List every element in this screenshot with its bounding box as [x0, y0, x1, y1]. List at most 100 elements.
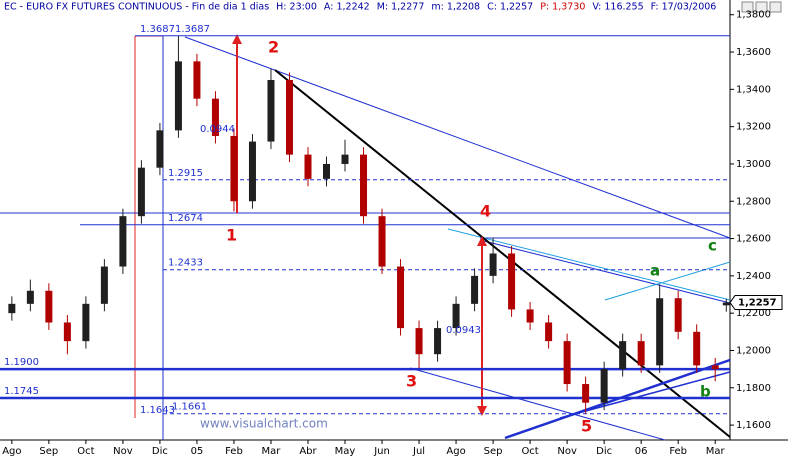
trend-line	[604, 261, 731, 301]
candle-body	[156, 130, 164, 168]
x-tick-label: Sep	[39, 446, 58, 457]
trend-line	[409, 367, 666, 441]
y-tick-label: 1,1600	[736, 420, 771, 431]
x-tick-label: Jul	[412, 446, 425, 457]
candle-body	[452, 303, 460, 329]
candle-body	[211, 98, 219, 136]
x-tick-label: Mar	[706, 446, 726, 457]
y-tick-label: 1,3400	[736, 84, 771, 95]
header-text: EC - EURO FX FUTURES CONTINUOUS - Fin de…	[4, 2, 269, 13]
x-tick-label: Oct	[77, 446, 94, 457]
x-tick-label: 06	[635, 446, 648, 457]
candle-body	[693, 331, 701, 366]
y-tick-label: 1,3000	[736, 159, 771, 170]
level-label: 1.1661	[172, 402, 207, 413]
x-tick-label: Sep	[484, 446, 503, 457]
level-label: 1.3687	[175, 24, 210, 35]
trend-line	[479, 239, 731, 304]
arrow-head	[232, 34, 242, 44]
y-tick-label: 1,3800	[736, 10, 771, 21]
arrow-head	[477, 406, 487, 416]
candle-body	[63, 322, 71, 342]
candle-body	[100, 266, 108, 304]
header-text: A: 1,2242	[324, 2, 370, 13]
candle-body	[323, 163, 331, 179]
window-button[interactable]	[741, 1, 754, 13]
candle-body	[471, 275, 479, 304]
y-tick-label: 1,2200	[736, 308, 771, 319]
candle-body	[119, 216, 127, 267]
candle-body	[378, 216, 386, 267]
level-label: 1.1900	[4, 357, 39, 368]
candle-body	[582, 384, 590, 403]
candle-body	[82, 303, 90, 342]
candle-body	[489, 253, 497, 276]
trend-line	[447, 228, 731, 301]
wave-label: 2	[268, 38, 279, 57]
header-text: H: 23:00	[276, 2, 317, 13]
window-button[interactable]	[769, 1, 782, 13]
candle-body	[722, 302, 730, 306]
x-tick-label: Dic	[596, 446, 612, 457]
window-button[interactable]	[755, 1, 768, 13]
candle-body	[600, 369, 608, 403]
y-tick-label: 1,3600	[736, 47, 771, 58]
candle-body	[397, 266, 405, 329]
y-tick-label: 1,1800	[736, 383, 771, 394]
candle-body	[526, 309, 534, 323]
x-tick-label: 05	[191, 446, 204, 457]
x-tick-label: Feb	[225, 446, 243, 457]
wave-label: b	[700, 383, 711, 401]
candle-body	[656, 298, 664, 366]
candle-body	[174, 61, 182, 131]
level-label: 1.2433	[168, 258, 203, 269]
header-text: V: 116.255	[592, 2, 643, 13]
level-label: 1.2674	[168, 213, 203, 224]
trend-line	[559, 371, 731, 419]
candle-body	[563, 341, 571, 385]
trend-line	[274, 69, 731, 438]
x-tick-label: May	[335, 446, 356, 457]
wave-label: 4	[480, 202, 491, 221]
candle-body	[619, 341, 627, 370]
candle-body	[137, 167, 145, 217]
candle-body	[304, 154, 312, 179]
y-tick-label: 1,2600	[736, 234, 771, 245]
x-tick-label: Nov	[113, 446, 133, 457]
candle-body	[285, 80, 293, 155]
price-pointer	[729, 295, 783, 311]
x-tick-label: Feb	[669, 446, 687, 457]
candle-body	[674, 298, 682, 332]
y-tick-label: 1,2000	[736, 345, 771, 356]
arrow-head	[477, 236, 487, 246]
marks	[0, 35, 730, 415]
candle-body	[341, 154, 349, 164]
header-text: P: 1,3730	[540, 2, 585, 13]
level-label: 1.3687	[140, 24, 175, 35]
x-tick-label: Oct	[521, 446, 538, 457]
header-text: F: 17/03/2006	[651, 2, 717, 13]
candle-body	[26, 290, 34, 304]
candle-body	[230, 135, 238, 202]
candle-body	[415, 328, 423, 355]
y-tick-label: 1,2400	[736, 271, 771, 282]
x-tick-label: Dic	[152, 446, 168, 457]
wave-label: a	[650, 262, 660, 280]
wave-label: 1	[226, 226, 237, 245]
x-tick-label: Jun	[373, 446, 390, 457]
wave-label: 5	[581, 417, 592, 436]
candle-body	[545, 322, 553, 342]
candle-body	[360, 154, 368, 217]
level-label: 1.1643	[140, 405, 175, 416]
candle-body	[193, 61, 201, 99]
y-tick-label: 1,3200	[736, 122, 771, 133]
candle-body	[508, 253, 516, 310]
candle-body	[637, 341, 645, 366]
x-tick-label: Abr	[299, 446, 317, 457]
ratio-label: 0.0943	[446, 325, 481, 336]
candle-body	[248, 141, 256, 202]
x-tick-label: Ago	[446, 446, 465, 457]
